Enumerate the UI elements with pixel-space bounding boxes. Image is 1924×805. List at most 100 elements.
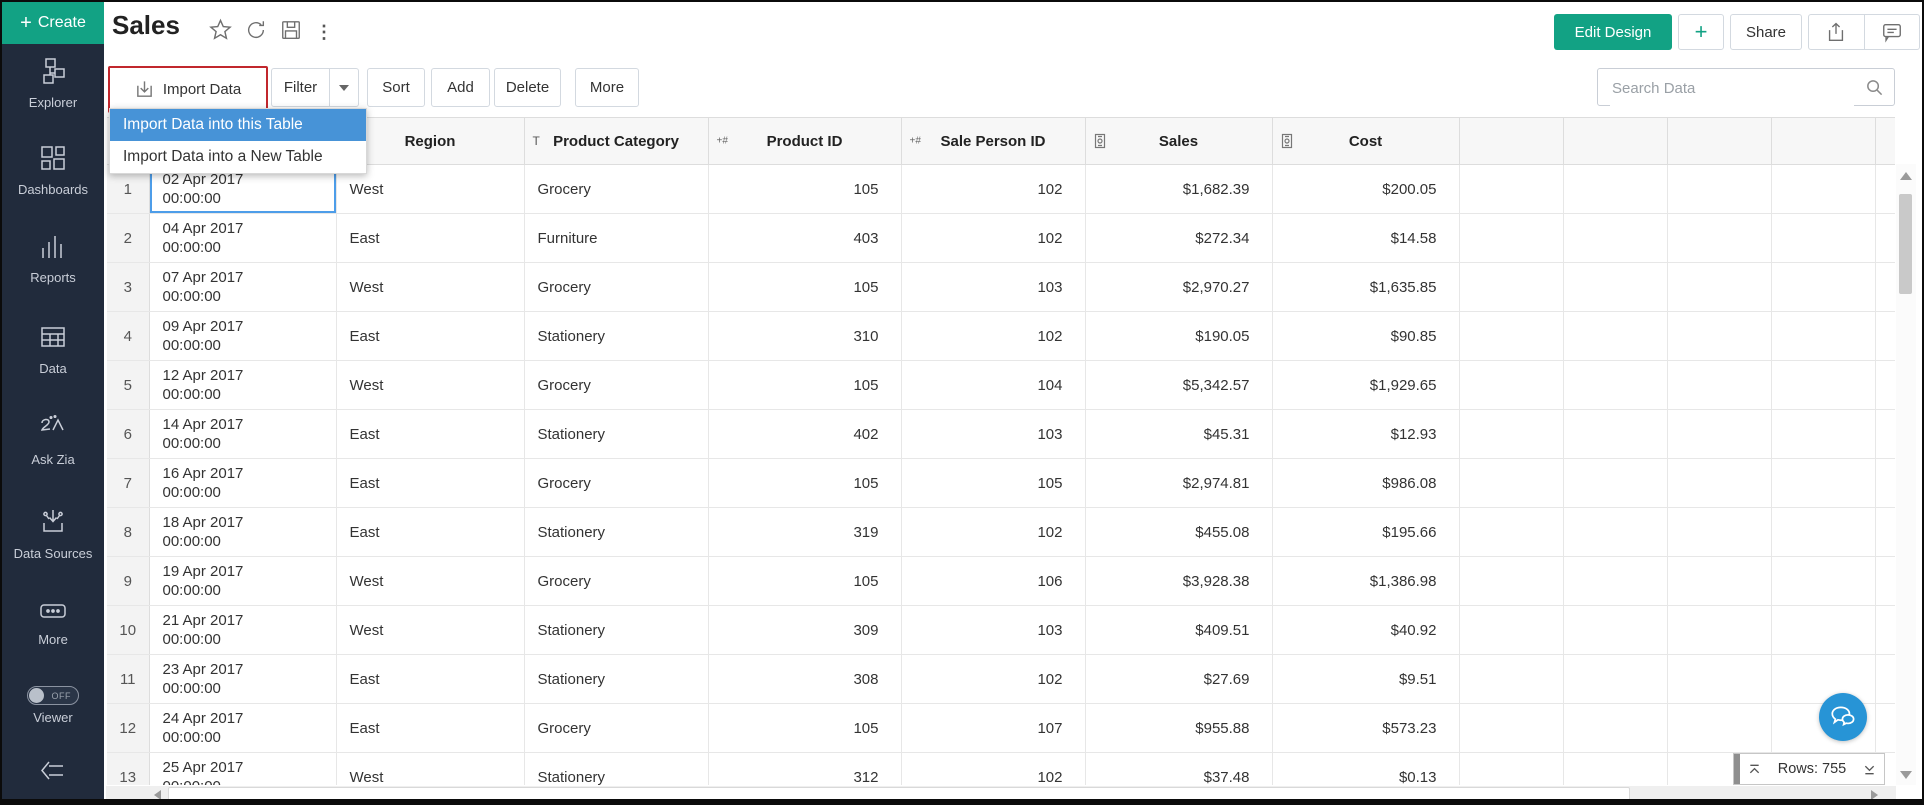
empty-cell[interactable]	[1459, 605, 1564, 655]
cell-cost[interactable]: $1,386.98	[1272, 556, 1460, 606]
horizontal-scroll-thumb[interactable]	[168, 787, 1630, 799]
empty-cell[interactable]	[1667, 556, 1772, 606]
row-number[interactable]: 6	[107, 409, 150, 459]
sidebar-item-more[interactable]: More	[2, 600, 104, 648]
empty-cell[interactable]	[1459, 556, 1564, 606]
empty-cell[interactable]	[1563, 752, 1668, 785]
empty-cell[interactable]	[1875, 703, 1895, 753]
empty-cell[interactable]	[1667, 703, 1772, 753]
cell-sales[interactable]: $409.51	[1085, 605, 1273, 655]
cell-date[interactable]: 19 Apr 2017 00:00:00	[149, 556, 337, 606]
cell-region[interactable]: East	[336, 507, 525, 557]
cell-product-id[interactable]: 105	[708, 458, 902, 508]
empty-cell[interactable]	[1875, 654, 1895, 704]
menu-item-import-this-table[interactable]: Import Data into this Table	[110, 109, 366, 141]
empty-cell[interactable]	[1875, 409, 1895, 459]
cell-date[interactable]: 16 Apr 2017 00:00:00	[149, 458, 337, 508]
empty-cell[interactable]	[1459, 409, 1564, 459]
empty-cell[interactable]	[1667, 164, 1772, 214]
cell-sale-person-id[interactable]: 105	[901, 458, 1086, 508]
cell-product-id[interactable]: 105	[708, 262, 902, 312]
cell-cost[interactable]: $9.51	[1272, 654, 1460, 704]
column-header-product-id[interactable]: +# Product ID	[708, 117, 902, 165]
empty-cell[interactable]	[1667, 605, 1772, 655]
cell-region[interactable]: East	[336, 409, 525, 459]
row-number[interactable]: 7	[107, 458, 150, 508]
scroll-to-bottom-icon[interactable]	[1862, 762, 1877, 777]
menu-item-import-new-table[interactable]: Import Data into a New Table	[123, 148, 323, 165]
cell-date[interactable]: 21 Apr 2017 00:00:00	[149, 605, 337, 655]
empty-cell[interactable]	[1771, 409, 1876, 459]
delete-button[interactable]: Delete	[494, 68, 561, 107]
scroll-up-arrow-icon[interactable]	[1900, 172, 1912, 180]
cell-sales[interactable]: $3,928.38	[1085, 556, 1273, 606]
empty-cell[interactable]	[1459, 507, 1564, 557]
cell-sale-person-id[interactable]: 102	[901, 654, 1086, 704]
row-number[interactable]: 3	[107, 262, 150, 312]
refresh-icon[interactable]	[245, 19, 267, 46]
cell-cost[interactable]: $1,635.85	[1272, 262, 1460, 312]
cell-sale-person-id[interactable]: 102	[901, 507, 1086, 557]
empty-cell[interactable]	[1667, 409, 1772, 459]
empty-cell[interactable]	[1771, 458, 1876, 508]
cell-sales[interactable]: $1,682.39	[1085, 164, 1273, 214]
empty-cell[interactable]	[1771, 360, 1876, 410]
empty-cell[interactable]	[1667, 360, 1772, 410]
empty-cell[interactable]	[1667, 311, 1772, 361]
cell-sales[interactable]: $2,974.81	[1085, 458, 1273, 508]
empty-cell[interactable]	[1459, 311, 1564, 361]
empty-cell[interactable]	[1875, 311, 1895, 361]
cell-product-id[interactable]: 105	[708, 164, 902, 214]
empty-cell[interactable]	[1459, 262, 1564, 312]
cell-product-category[interactable]: Furniture	[524, 213, 709, 263]
row-number[interactable]: 13	[107, 752, 150, 785]
empty-cell[interactable]	[1459, 703, 1564, 753]
empty-cell[interactable]	[1667, 654, 1772, 704]
cell-date[interactable]: 09 Apr 2017 00:00:00	[149, 311, 337, 361]
row-number[interactable]: 12	[107, 703, 150, 753]
empty-cell[interactable]	[1563, 654, 1668, 704]
empty-cell[interactable]	[1667, 262, 1772, 312]
cell-sales[interactable]: $190.05	[1085, 311, 1273, 361]
cell-sales[interactable]: $5,342.57	[1085, 360, 1273, 410]
save-icon[interactable]	[280, 19, 302, 46]
empty-cell[interactable]	[1563, 409, 1668, 459]
empty-cell[interactable]	[1771, 262, 1876, 312]
column-header-sale-person-id[interactable]: +# Sale Person ID	[901, 117, 1086, 165]
cell-region[interactable]: West	[336, 164, 525, 214]
add-button[interactable]: Add	[431, 68, 490, 107]
horizontal-scrollbar[interactable]	[106, 786, 1896, 799]
import-data-button[interactable]: Import Data	[108, 66, 268, 113]
row-number[interactable]: 5	[107, 360, 150, 410]
cell-cost[interactable]: $40.92	[1272, 605, 1460, 655]
cell-sales[interactable]: $455.08	[1085, 507, 1273, 557]
empty-cell[interactable]	[1459, 458, 1564, 508]
edit-design-button[interactable]: Edit Design	[1554, 14, 1672, 50]
cell-date[interactable]: 14 Apr 2017 00:00:00	[149, 409, 337, 459]
viewer-toggle[interactable]: OFF	[27, 686, 79, 705]
cell-sale-person-id[interactable]: 103	[901, 262, 1086, 312]
empty-cell[interactable]	[1459, 752, 1564, 785]
cell-product-category[interactable]: Stationery	[524, 605, 709, 655]
cell-product-category[interactable]: Grocery	[524, 458, 709, 508]
empty-cell[interactable]	[1459, 164, 1564, 214]
cell-date[interactable]: 23 Apr 2017 00:00:00	[149, 654, 337, 704]
empty-cell[interactable]	[1563, 213, 1668, 263]
cell-product-id[interactable]: 309	[708, 605, 902, 655]
sort-button[interactable]: Sort	[367, 68, 425, 107]
cell-product-category[interactable]: Grocery	[524, 703, 709, 753]
empty-cell[interactable]	[1563, 703, 1668, 753]
sidebar-item-dashboards[interactable]: Dashboards	[2, 144, 104, 198]
cell-product-id[interactable]: 403	[708, 213, 902, 263]
cell-product-category[interactable]: Grocery	[524, 262, 709, 312]
empty-cell[interactable]	[1667, 458, 1772, 508]
more-button[interactable]: More	[575, 68, 639, 107]
cell-region[interactable]: West	[336, 262, 525, 312]
cell-sales[interactable]: $45.31	[1085, 409, 1273, 459]
filter-dropdown-arrow[interactable]	[329, 69, 358, 106]
cell-sale-person-id[interactable]: 102	[901, 164, 1086, 214]
column-header-product-category[interactable]: T Product Category	[524, 117, 709, 165]
cell-sale-person-id[interactable]: 106	[901, 556, 1086, 606]
empty-cell[interactable]	[1563, 311, 1668, 361]
